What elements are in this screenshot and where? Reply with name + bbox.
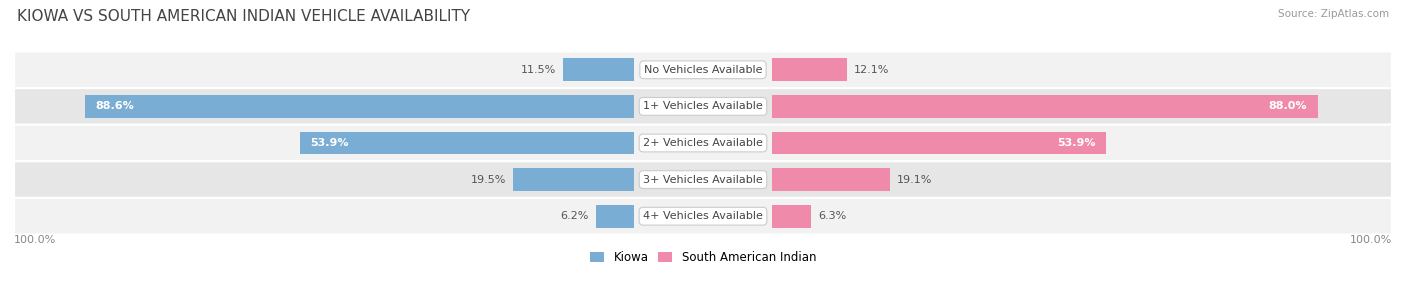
Legend: Kiowa, South American Indian: Kiowa, South American Indian	[585, 247, 821, 269]
Text: Source: ZipAtlas.com: Source: ZipAtlas.com	[1278, 9, 1389, 19]
Text: 4+ Vehicles Available: 4+ Vehicles Available	[643, 211, 763, 221]
Bar	[84, 95, 634, 118]
FancyBboxPatch shape	[14, 125, 1392, 161]
Text: 53.9%: 53.9%	[1057, 138, 1095, 148]
FancyBboxPatch shape	[14, 51, 1392, 88]
FancyBboxPatch shape	[14, 161, 1392, 198]
Text: 11.5%: 11.5%	[520, 65, 555, 75]
Text: 100.0%: 100.0%	[1350, 235, 1392, 245]
Bar	[772, 58, 846, 81]
Bar	[772, 132, 1107, 154]
Text: 19.1%: 19.1%	[897, 175, 932, 184]
Bar	[299, 132, 634, 154]
Bar	[772, 95, 1317, 118]
Text: 100.0%: 100.0%	[14, 235, 56, 245]
Bar	[596, 205, 634, 228]
Text: KIOWA VS SOUTH AMERICAN INDIAN VEHICLE AVAILABILITY: KIOWA VS SOUTH AMERICAN INDIAN VEHICLE A…	[17, 9, 470, 23]
Text: 6.2%: 6.2%	[561, 211, 589, 221]
FancyBboxPatch shape	[14, 198, 1392, 235]
Bar	[772, 168, 890, 191]
Bar	[513, 168, 634, 191]
Text: No Vehicles Available: No Vehicles Available	[644, 65, 762, 75]
FancyBboxPatch shape	[14, 88, 1392, 125]
Text: 53.9%: 53.9%	[311, 138, 349, 148]
Text: 3+ Vehicles Available: 3+ Vehicles Available	[643, 175, 763, 184]
Text: 88.6%: 88.6%	[96, 102, 134, 111]
Text: 1+ Vehicles Available: 1+ Vehicles Available	[643, 102, 763, 111]
Text: 2+ Vehicles Available: 2+ Vehicles Available	[643, 138, 763, 148]
Text: 12.1%: 12.1%	[853, 65, 889, 75]
Text: 88.0%: 88.0%	[1268, 102, 1308, 111]
Text: 6.3%: 6.3%	[818, 211, 846, 221]
Bar	[562, 58, 634, 81]
Bar	[772, 205, 811, 228]
Text: 19.5%: 19.5%	[471, 175, 506, 184]
